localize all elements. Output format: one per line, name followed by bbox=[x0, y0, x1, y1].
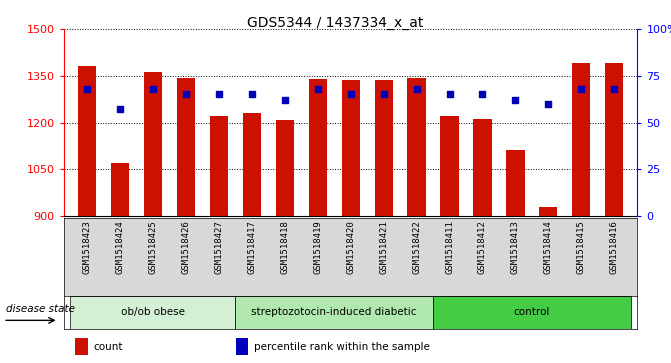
Text: GSM1518417: GSM1518417 bbox=[247, 220, 256, 274]
Point bbox=[213, 91, 224, 97]
Bar bbox=[176, 78, 195, 216]
Point bbox=[411, 86, 422, 92]
Bar bbox=[433, 296, 631, 329]
Text: GSM1518412: GSM1518412 bbox=[478, 220, 487, 274]
Point bbox=[115, 106, 125, 112]
Text: GDS5344 / 1437334_x_at: GDS5344 / 1437334_x_at bbox=[248, 16, 423, 30]
Text: GSM1518422: GSM1518422 bbox=[412, 220, 421, 274]
Text: GSM1518414: GSM1518414 bbox=[544, 220, 553, 274]
Bar bbox=[75, 338, 88, 355]
Point bbox=[378, 91, 389, 97]
Bar bbox=[78, 66, 96, 216]
Point bbox=[576, 86, 586, 92]
Text: GSM1518427: GSM1518427 bbox=[214, 220, 223, 274]
Point bbox=[477, 91, 488, 97]
Bar bbox=[374, 80, 393, 216]
Point bbox=[81, 86, 92, 92]
Bar bbox=[276, 120, 294, 216]
Text: streptozotocin-induced diabetic: streptozotocin-induced diabetic bbox=[252, 307, 417, 317]
Point bbox=[312, 86, 323, 92]
Text: GSM1518423: GSM1518423 bbox=[83, 220, 91, 274]
Text: ob/ob obese: ob/ob obese bbox=[121, 307, 185, 317]
Point bbox=[180, 91, 191, 97]
Text: GSM1518415: GSM1518415 bbox=[577, 220, 586, 274]
Bar bbox=[440, 116, 458, 216]
Bar bbox=[236, 296, 433, 329]
Point bbox=[246, 91, 257, 97]
Text: control: control bbox=[514, 307, 550, 317]
Point bbox=[345, 91, 356, 97]
Point bbox=[510, 97, 521, 103]
Text: GSM1518411: GSM1518411 bbox=[445, 220, 454, 274]
Text: disease state: disease state bbox=[7, 304, 75, 314]
Text: GSM1518418: GSM1518418 bbox=[280, 220, 289, 274]
Bar bbox=[144, 72, 162, 216]
Point bbox=[543, 101, 554, 107]
Bar bbox=[209, 116, 227, 216]
Text: GSM1518426: GSM1518426 bbox=[181, 220, 191, 274]
Bar bbox=[236, 338, 248, 355]
Bar bbox=[309, 79, 327, 216]
Bar bbox=[474, 119, 492, 216]
Bar bbox=[407, 78, 425, 216]
Text: GSM1518424: GSM1518424 bbox=[115, 220, 124, 274]
Text: count: count bbox=[93, 342, 123, 352]
Text: GSM1518419: GSM1518419 bbox=[313, 220, 322, 274]
Bar bbox=[70, 296, 236, 329]
Point bbox=[609, 86, 620, 92]
Bar bbox=[243, 113, 261, 216]
Text: GSM1518413: GSM1518413 bbox=[511, 220, 520, 274]
Point bbox=[279, 97, 290, 103]
Text: GSM1518421: GSM1518421 bbox=[379, 220, 388, 274]
Point bbox=[148, 86, 158, 92]
Bar bbox=[342, 80, 360, 216]
Bar bbox=[539, 207, 558, 216]
Bar bbox=[507, 150, 525, 216]
Text: GSM1518416: GSM1518416 bbox=[610, 220, 619, 274]
Point bbox=[444, 91, 455, 97]
Bar bbox=[605, 63, 623, 216]
Text: GSM1518425: GSM1518425 bbox=[148, 220, 157, 274]
Text: percentile rank within the sample: percentile rank within the sample bbox=[254, 342, 430, 352]
Text: GSM1518420: GSM1518420 bbox=[346, 220, 355, 274]
Bar bbox=[111, 163, 129, 216]
Bar bbox=[572, 63, 590, 216]
